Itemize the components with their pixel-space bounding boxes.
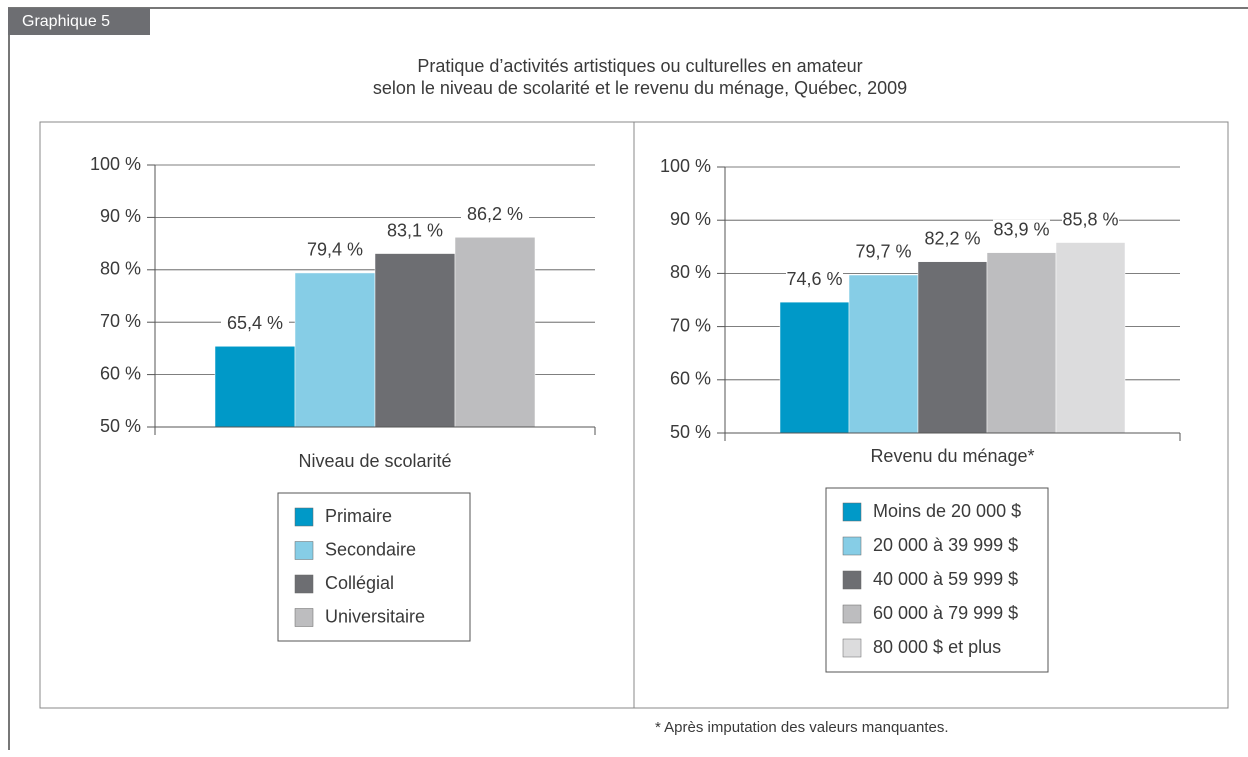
y-tick-label: 100 % xyxy=(660,156,711,176)
legend-swatch xyxy=(842,638,862,658)
value-label: 86,2 % xyxy=(467,204,523,224)
bar xyxy=(779,301,850,434)
legend-swatch xyxy=(294,541,314,560)
legend-label: 60 000 à 79 999 $ xyxy=(873,603,1018,623)
legend-box xyxy=(825,487,1049,673)
legend-label: Universitaire xyxy=(325,606,425,626)
legend-label: 80 000 $ et plus xyxy=(873,637,1001,657)
title-line: Pratique d’activités artistiques ou cult… xyxy=(417,56,862,76)
x-axis-label: Revenu du ménage* xyxy=(870,446,1034,466)
bar xyxy=(917,261,988,434)
y-tick-label: 80 % xyxy=(670,262,711,282)
legend-swatch xyxy=(842,536,862,556)
x-axis-label: Niveau de scolarité xyxy=(298,451,451,471)
label-bg xyxy=(1062,209,1119,232)
value-label: 79,4 % xyxy=(307,240,363,260)
legend-label: Collégial xyxy=(325,573,394,593)
value-label: 82,2 % xyxy=(924,228,980,248)
y-tick-label: 50 % xyxy=(670,422,711,442)
legend-label: Secondaire xyxy=(325,539,416,559)
bar xyxy=(214,346,296,428)
y-tick-label: 50 % xyxy=(100,416,141,436)
label-bg xyxy=(301,239,369,262)
title-line: selon le niveau de scolarité et le reven… xyxy=(373,78,907,98)
value-label: 74,6 % xyxy=(786,269,842,289)
value-label: 83,9 % xyxy=(993,219,1049,239)
legend-label: Moins de 20 000 $ xyxy=(873,501,1021,521)
label-bg xyxy=(924,228,981,251)
legend-label: Primaire xyxy=(325,506,392,526)
legend-swatch xyxy=(294,507,314,527)
y-tick-label: 70 % xyxy=(100,311,141,331)
y-tick-label: 100 % xyxy=(90,154,141,174)
y-tick-label: 90 % xyxy=(100,206,141,226)
label-bg xyxy=(461,204,529,227)
label-bg xyxy=(855,241,912,264)
label-bg xyxy=(786,269,843,292)
value-label: 65,4 % xyxy=(227,313,283,333)
legend-label: 20 000 à 39 999 $ xyxy=(873,535,1018,555)
legend-swatch xyxy=(842,570,862,590)
bar xyxy=(294,272,376,428)
value-label: 83,1 % xyxy=(387,220,443,240)
bar xyxy=(1055,242,1126,434)
y-tick-label: 60 % xyxy=(670,369,711,389)
label-bg xyxy=(381,220,449,243)
y-tick-label: 70 % xyxy=(670,315,711,335)
figure-label: Graphique 5 xyxy=(22,13,110,30)
value-label: 85,8 % xyxy=(1062,209,1118,229)
legend-swatch xyxy=(294,608,314,627)
legend-swatch xyxy=(294,574,314,594)
label-bg xyxy=(221,313,289,336)
label-tab xyxy=(8,8,150,35)
y-tick-label: 60 % xyxy=(100,363,141,383)
footnote: * Après imputation des valeurs manquante… xyxy=(655,719,949,736)
legend-swatch xyxy=(842,604,862,624)
legend-swatch xyxy=(842,502,862,522)
y-tick-label: 90 % xyxy=(670,209,711,229)
value-label: 79,7 % xyxy=(855,242,911,262)
bar xyxy=(848,274,919,434)
bar xyxy=(454,237,536,428)
bar xyxy=(986,252,1057,434)
bar xyxy=(374,253,456,428)
label-bg xyxy=(993,219,1050,242)
legend-label: 40 000 à 59 999 $ xyxy=(873,569,1018,589)
y-tick-label: 80 % xyxy=(100,259,141,279)
